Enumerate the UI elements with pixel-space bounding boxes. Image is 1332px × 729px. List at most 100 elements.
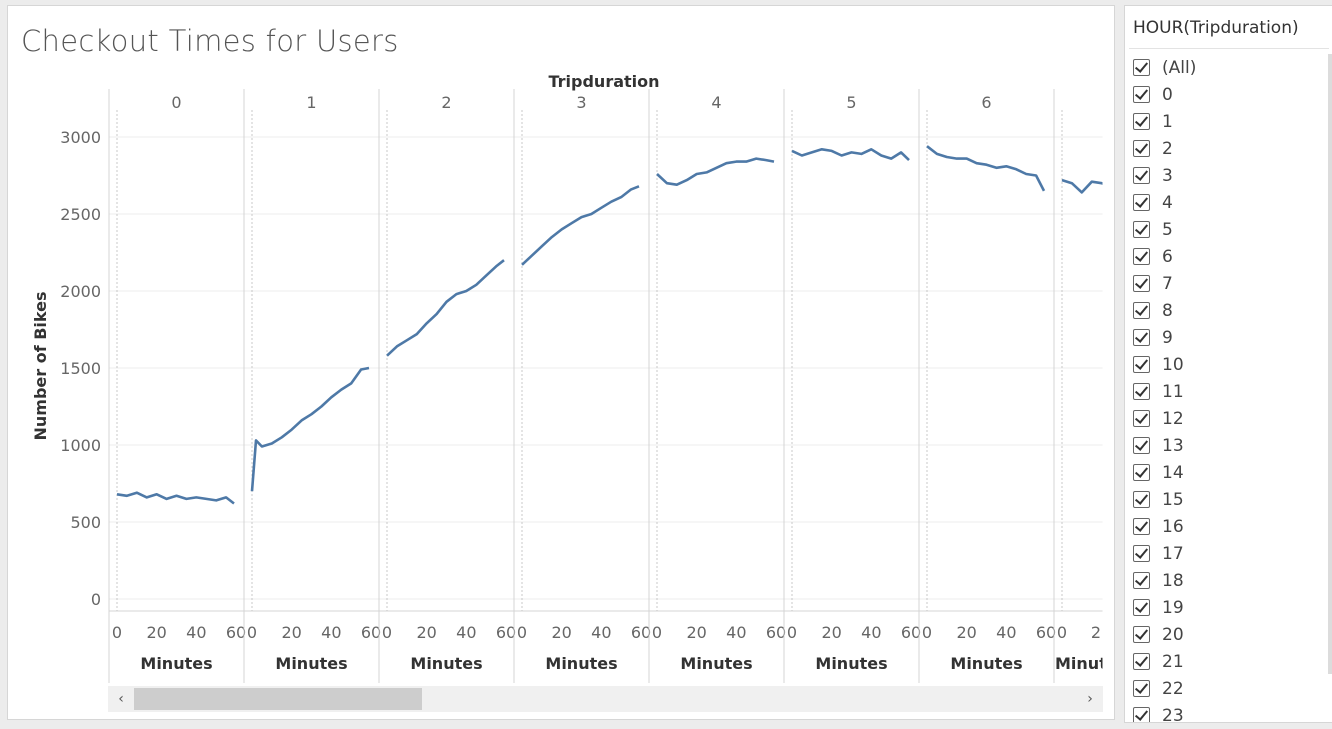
filter-item-label: 7 [1162, 273, 1173, 294]
checkbox-checked-icon[interactable] [1133, 626, 1150, 643]
x-tick-label: 0 [652, 623, 662, 642]
x-tick-label: 0 [382, 623, 392, 642]
checkbox-checked-icon[interactable] [1133, 653, 1150, 670]
filter-item[interactable]: 9 [1133, 324, 1196, 351]
checkbox-checked-icon[interactable] [1133, 410, 1150, 427]
x-tick-label: 0 [247, 623, 257, 642]
checkbox-checked-icon[interactable] [1133, 545, 1150, 562]
panel-header-label: 5 [846, 93, 856, 112]
filter-item[interactable]: 19 [1133, 594, 1196, 621]
filter-item[interactable]: 6 [1133, 243, 1196, 270]
filter-item[interactable]: 14 [1133, 459, 1196, 486]
checkbox-checked-icon[interactable] [1133, 329, 1150, 346]
line-chart: Tripduration050010001500200025003000Numb… [31, 72, 1114, 689]
x-tick-label: 20 [551, 623, 571, 642]
filter-item[interactable]: 8 [1133, 297, 1196, 324]
checkbox-checked-icon[interactable] [1133, 464, 1150, 481]
checkbox-checked-icon[interactable] [1133, 356, 1150, 373]
series-line [926, 145, 1046, 192]
x-tick-label: 0 [112, 623, 122, 642]
filter-item-label: 8 [1162, 300, 1173, 321]
x-tick-label: 0 [922, 623, 932, 642]
x-tick-label: 40 [321, 623, 341, 642]
filter-item[interactable]: 18 [1133, 567, 1196, 594]
x-tick-label: 20 [686, 623, 706, 642]
checkbox-checked-icon[interactable] [1133, 59, 1150, 76]
filter-item[interactable]: 4 [1133, 189, 1196, 216]
checkbox-checked-icon[interactable] [1133, 707, 1150, 722]
filter-item[interactable]: 7 [1133, 270, 1196, 297]
x-tick-label: 20 [281, 623, 301, 642]
filter-item[interactable]: 10 [1133, 351, 1196, 378]
filter-item[interactable]: 16 [1133, 513, 1196, 540]
x-tick-label: 0 [1057, 623, 1067, 642]
panel-header-label: 3 [576, 93, 586, 112]
filter-item[interactable]: 2 [1133, 135, 1196, 162]
y-tick-label: 1500 [60, 359, 101, 378]
checkbox-checked-icon[interactable] [1133, 383, 1150, 400]
checkbox-checked-icon[interactable] [1133, 302, 1150, 319]
checkbox-checked-icon[interactable] [1133, 140, 1150, 157]
checkbox-checked-icon[interactable] [1133, 194, 1150, 211]
filter-item[interactable]: 11 [1133, 378, 1196, 405]
right-edge-mask [1103, 79, 1114, 689]
checkbox-checked-icon[interactable] [1133, 572, 1150, 589]
x-tick-label: 20 [821, 623, 841, 642]
scroll-right-icon[interactable]: › [1087, 691, 1093, 707]
filter-item[interactable]: 23 [1133, 702, 1196, 722]
series-line [250, 366, 370, 492]
x-tick-label: 20 [416, 623, 436, 642]
filter-item[interactable]: 20 [1133, 621, 1196, 648]
checkbox-checked-icon[interactable] [1133, 248, 1150, 265]
x-tick-label: 60 [901, 623, 921, 642]
checkbox-checked-icon[interactable] [1133, 518, 1150, 535]
x-tick-label: 40 [726, 623, 746, 642]
filter-item[interactable]: 17 [1133, 540, 1196, 567]
filter-divider [1129, 48, 1329, 49]
filter-title: HOUR(Tripduration) [1133, 18, 1299, 38]
filter-item[interactable]: 0 [1133, 81, 1196, 108]
filter-item[interactable]: 21 [1133, 648, 1196, 675]
scrollbar-thumb[interactable] [134, 688, 422, 710]
filter-item-label: 5 [1162, 219, 1173, 240]
y-tick-label: 2000 [60, 282, 101, 301]
checkbox-checked-icon[interactable] [1133, 599, 1150, 616]
filter-item-label: 22 [1162, 678, 1184, 699]
checkbox-checked-icon[interactable] [1133, 221, 1150, 238]
filter-item[interactable]: 12 [1133, 405, 1196, 432]
filter-item[interactable]: 15 [1133, 486, 1196, 513]
x-axis-label: Minutes [410, 654, 482, 673]
checkbox-checked-icon[interactable] [1133, 167, 1150, 184]
x-tick-label: 60 [766, 623, 786, 642]
checkbox-checked-icon[interactable] [1133, 275, 1150, 292]
x-tick-label: 60 [631, 623, 651, 642]
checkbox-checked-icon[interactable] [1133, 680, 1150, 697]
filter-item-label: 17 [1162, 543, 1184, 564]
filter-item[interactable]: 3 [1133, 162, 1196, 189]
checkbox-checked-icon[interactable] [1133, 113, 1150, 130]
x-tick-label: 20 [956, 623, 976, 642]
filter-item[interactable]: 22 [1133, 675, 1196, 702]
panel-header-label: 4 [711, 93, 721, 112]
filter-item-label: 20 [1162, 624, 1184, 645]
checkbox-checked-icon[interactable] [1133, 437, 1150, 454]
horizontal-scrollbar[interactable]: ‹ › [108, 686, 1103, 712]
x-axis-label: Minutes [545, 654, 617, 673]
vertical-scrollbar[interactable] [1328, 54, 1332, 674]
x-tick-label: 40 [996, 623, 1016, 642]
filter-item-label: 4 [1162, 192, 1173, 213]
x-tick-label: 60 [361, 623, 381, 642]
filter-item-label: 6 [1162, 246, 1173, 267]
x-axis-label: Minutes [1055, 654, 1114, 673]
series-line [116, 491, 235, 505]
filter-item[interactable]: 5 [1133, 216, 1196, 243]
checkbox-checked-icon[interactable] [1133, 86, 1150, 103]
filter-item[interactable]: 1 [1133, 108, 1196, 135]
filter-item[interactable]: 13 [1133, 432, 1196, 459]
filter-item[interactable]: (All) [1133, 54, 1196, 81]
x-tick-label: 0 [787, 623, 797, 642]
x-tick-label: 40 [456, 623, 476, 642]
scroll-left-icon[interactable]: ‹ [118, 691, 124, 707]
dashboard-sheet: Checkout Times for Users Tripduration 0 50… [7, 5, 1115, 720]
checkbox-checked-icon[interactable] [1133, 491, 1150, 508]
